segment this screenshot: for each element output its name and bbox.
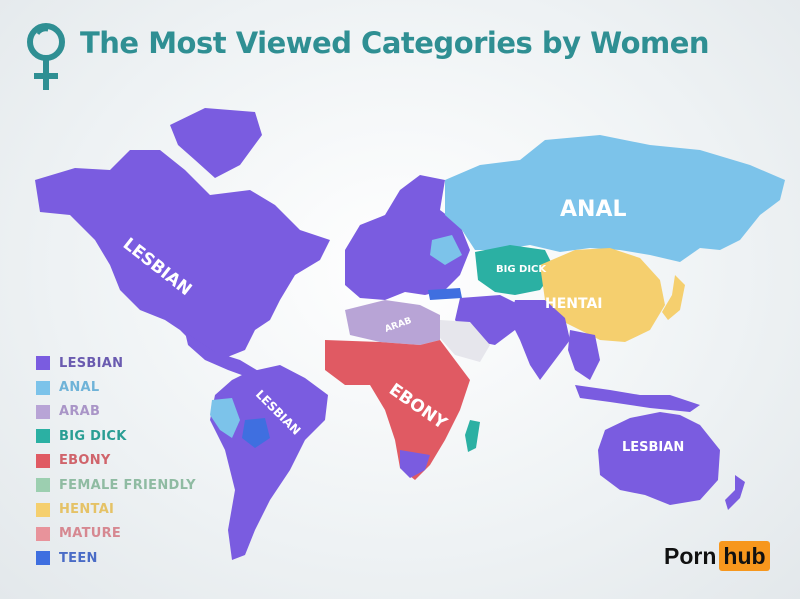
legend-item: LESBIAN [36,351,196,375]
legend-item: FEMALE FRIENDLY [36,473,196,497]
region-europe [345,175,470,300]
legend-item: EBONY [36,449,196,473]
legend-item: HENTAI [36,497,196,521]
legend-label: LESBIAN [59,355,124,371]
legend-swatch [36,551,50,566]
legend-swatch [36,429,50,444]
region-europe-anal [430,235,462,265]
pornhub-logo: Porn hub [664,541,770,571]
region-north-africa [345,300,440,345]
region-china [540,248,665,342]
region-madagascar [465,420,480,452]
region-europe-teen [428,288,462,300]
legend-swatch [36,380,50,395]
region-australia [598,412,720,505]
legend-label: ARAB [59,404,101,420]
legend-label: BIG DICK [59,428,127,444]
region-new-zealand [725,475,745,510]
region-japan [662,275,685,320]
legend-label: FEMALE FRIENDLY [59,477,196,493]
legend-label: HENTAI [59,502,115,518]
region-africa [325,340,470,480]
region-north-america [35,150,330,358]
legend-item: TEEN [36,546,196,570]
logo-left: Porn [664,542,717,569]
region-south-africa [400,450,430,478]
legend-swatch [36,526,50,541]
label-central-asia: BIG DICK [496,264,547,275]
label-russia: ANAL [560,197,626,222]
legend-swatch [36,453,50,468]
region-bolivia [242,418,270,448]
region-peru [210,398,240,438]
page-title: The Most Viewed Categories by Women [80,26,710,60]
legend-label: MATURE [59,526,122,542]
legend-swatch [36,502,50,517]
region-central-america [185,332,260,378]
region-russia [445,135,785,262]
region-south-america [210,365,328,560]
label-china: HENTAI [545,296,603,312]
region-indonesia [575,385,700,412]
legend-label: EBONY [59,453,111,469]
legend-item: ARAB [36,400,196,424]
legend: LESBIAN ANAL ARAB BIG DICK EBONY FEMALE FRIEN… [36,351,196,571]
legend-item: BIG DICK [36,424,196,448]
legend-swatch [36,404,50,419]
region-southeast-asia [568,330,600,380]
legend-swatch [36,356,50,371]
legend-item: MATURE [36,522,196,546]
region-central-asia [475,245,555,295]
legend-label: TEEN [59,550,98,566]
legend-label: ANAL [59,380,100,396]
region-arabia [440,320,490,362]
region-india [510,300,570,380]
region-greenland [170,108,262,178]
label-australia: LESBIAN [622,440,684,455]
legend-swatch [36,478,50,493]
logo-right: hub [719,541,770,571]
female-symbol-icon [27,23,65,90]
legend-item: ANAL [36,375,196,399]
